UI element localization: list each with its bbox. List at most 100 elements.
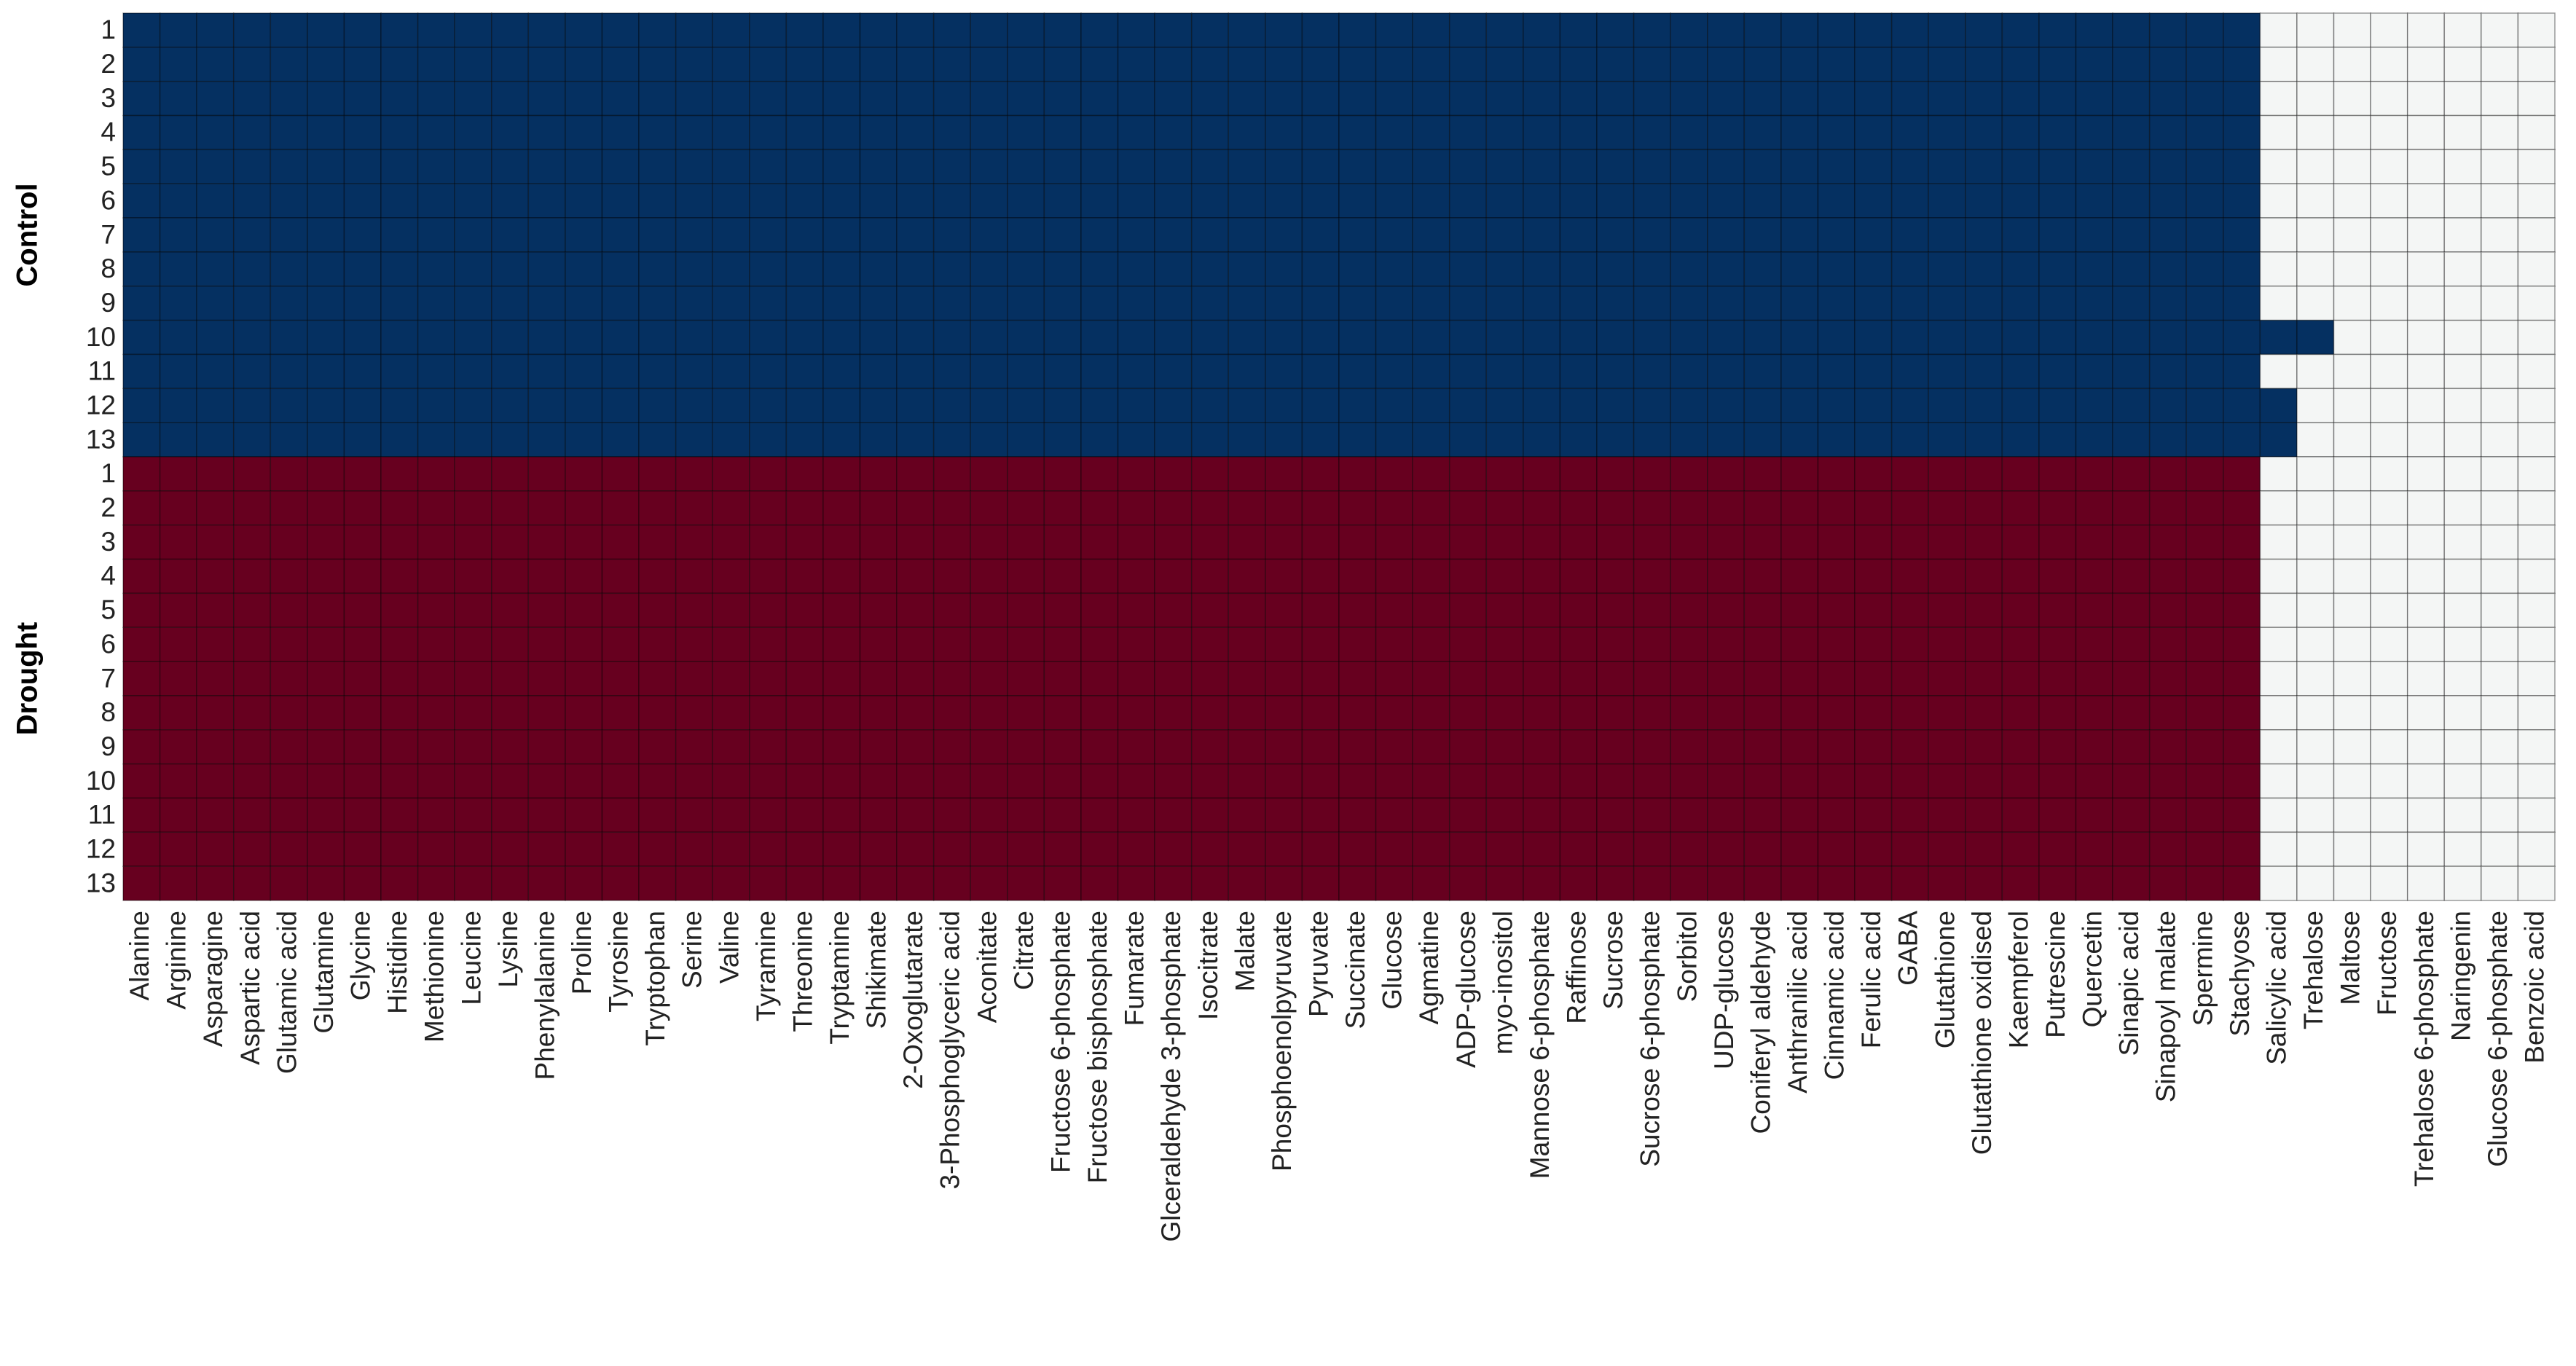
cell	[2406, 114, 2446, 151]
cell	[565, 729, 603, 765]
cell	[1448, 217, 1488, 253]
cell	[2443, 490, 2482, 526]
cell	[638, 865, 677, 901]
cell	[232, 251, 272, 287]
cell	[859, 183, 898, 219]
row-label: 11	[88, 356, 116, 386]
cell	[1596, 149, 1635, 184]
cell	[749, 763, 788, 799]
cell	[2333, 149, 2371, 184]
cell	[2517, 286, 2556, 321]
cell	[1670, 558, 1708, 594]
cell	[1154, 422, 1193, 458]
cell	[417, 627, 455, 662]
cell	[601, 558, 640, 594]
cell	[2223, 80, 2261, 117]
cell	[2517, 456, 2556, 492]
cell	[822, 286, 861, 321]
cell	[1412, 627, 1450, 662]
cell	[749, 47, 788, 82]
cell	[2223, 114, 2261, 151]
cell	[1523, 353, 1561, 390]
cell	[2186, 524, 2224, 560]
cell	[749, 627, 788, 662]
cell	[896, 831, 935, 867]
cell	[270, 251, 308, 287]
cell	[785, 456, 824, 492]
cell	[196, 388, 235, 423]
cell	[122, 661, 161, 696]
cell	[527, 763, 566, 799]
cell	[1965, 47, 2003, 82]
cell	[270, 490, 308, 526]
cell	[1817, 80, 1856, 117]
cell	[491, 763, 530, 799]
cell	[2259, 661, 2298, 696]
cell	[785, 831, 824, 867]
cell	[2296, 80, 2335, 117]
cell	[638, 661, 677, 696]
cell	[1485, 80, 1524, 117]
cell	[1633, 524, 1671, 560]
column-label: Spermine	[2188, 911, 2218, 1026]
cell	[638, 286, 677, 321]
cell	[970, 797, 1008, 833]
cell	[1854, 524, 1893, 560]
cell	[638, 80, 677, 117]
cell	[2186, 422, 2224, 458]
cell	[2481, 353, 2519, 390]
cell	[307, 865, 345, 901]
cell	[1190, 661, 1230, 696]
cell	[1485, 729, 1524, 765]
row-label: 2	[101, 492, 116, 522]
cell	[1965, 627, 2003, 662]
column-label: Maltose	[2336, 911, 2365, 1005]
cell	[970, 695, 1008, 731]
cell	[1817, 149, 1856, 184]
cell	[2370, 422, 2408, 458]
cell	[1928, 47, 1966, 82]
cell	[2333, 353, 2371, 390]
cell	[1485, 47, 1524, 82]
cell	[2186, 286, 2224, 321]
cell	[2148, 456, 2187, 492]
cell	[2038, 422, 2077, 458]
cell	[159, 47, 197, 82]
cell	[712, 490, 750, 526]
row-label: 7	[101, 663, 116, 693]
cell	[1154, 251, 1193, 287]
cell	[565, 422, 603, 458]
cell	[1928, 114, 1966, 151]
cell	[270, 763, 308, 799]
cell	[2333, 286, 2371, 321]
cell	[196, 353, 235, 390]
column-label: Fructose	[2372, 911, 2402, 1016]
cell	[196, 12, 235, 48]
cell	[343, 661, 382, 696]
cell	[2223, 353, 2261, 390]
cell	[527, 729, 566, 765]
cell	[1780, 831, 1819, 867]
cell	[380, 865, 419, 901]
cell	[159, 388, 197, 423]
cell	[1043, 12, 1082, 48]
cell	[1890, 47, 1929, 82]
cell	[970, 183, 1008, 219]
cell	[1375, 558, 1413, 594]
cell	[1670, 251, 1708, 287]
cell	[1928, 558, 1966, 594]
cell	[2112, 319, 2151, 356]
cell	[1523, 524, 1561, 560]
cell	[270, 456, 308, 492]
cell	[1190, 524, 1230, 560]
cell	[1190, 183, 1230, 219]
cell	[1890, 286, 1929, 321]
cell	[380, 80, 419, 117]
cell	[1596, 831, 1635, 867]
cell	[1448, 831, 1488, 867]
cell	[601, 695, 640, 731]
cell	[1228, 319, 1266, 356]
cell	[1043, 183, 1082, 219]
cell	[1080, 592, 1119, 628]
cell	[1228, 865, 1266, 901]
